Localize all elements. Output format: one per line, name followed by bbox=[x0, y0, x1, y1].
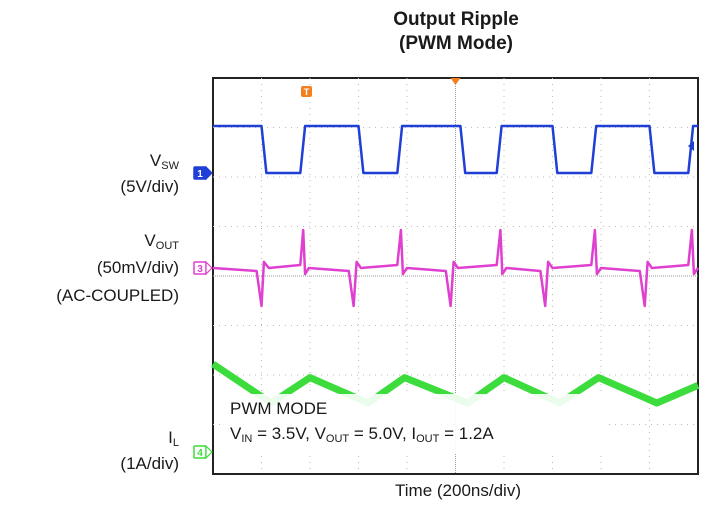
annotation-line2: VIN = 3.5V, VOUT = 5.0V, IOUT = 1.2A bbox=[230, 424, 494, 445]
trigger-badge-text: T bbox=[304, 87, 310, 97]
vsw-scale: (5V/div) bbox=[120, 177, 179, 196]
chart-subtitle: (PWM Mode) bbox=[399, 33, 513, 54]
vout-coupling: (AC-COUPLED) bbox=[56, 286, 179, 305]
vout-scale: (50mV/div) bbox=[96, 258, 179, 277]
vout-label: VOUT bbox=[144, 231, 179, 252]
chart-title: Output Ripple bbox=[393, 9, 519, 30]
trigger-badge bbox=[301, 86, 312, 97]
vsw-label: VSW bbox=[149, 151, 179, 172]
annotation-box bbox=[224, 394, 604, 454]
trace-vsw bbox=[213, 124, 698, 175]
trigger-position-marker bbox=[450, 78, 461, 85]
channel-number-vout: 3 bbox=[197, 264, 203, 275]
channel-number-il: 4 bbox=[197, 448, 203, 459]
channel-number-vsw: 1 bbox=[197, 169, 203, 180]
channel-pointer-vsw bbox=[205, 165, 213, 181]
annotation-line1: PWM MODE bbox=[230, 399, 328, 418]
il-scale: (1A/div) bbox=[120, 454, 179, 473]
channel-pointer-vout bbox=[205, 260, 213, 276]
x-axis-label: Time (200ns/div) bbox=[395, 481, 521, 500]
trace-vout bbox=[212, 228, 700, 308]
il-label: IL bbox=[168, 428, 179, 449]
channel-pointer-il bbox=[205, 444, 213, 460]
vsw-right-marker bbox=[688, 141, 694, 151]
